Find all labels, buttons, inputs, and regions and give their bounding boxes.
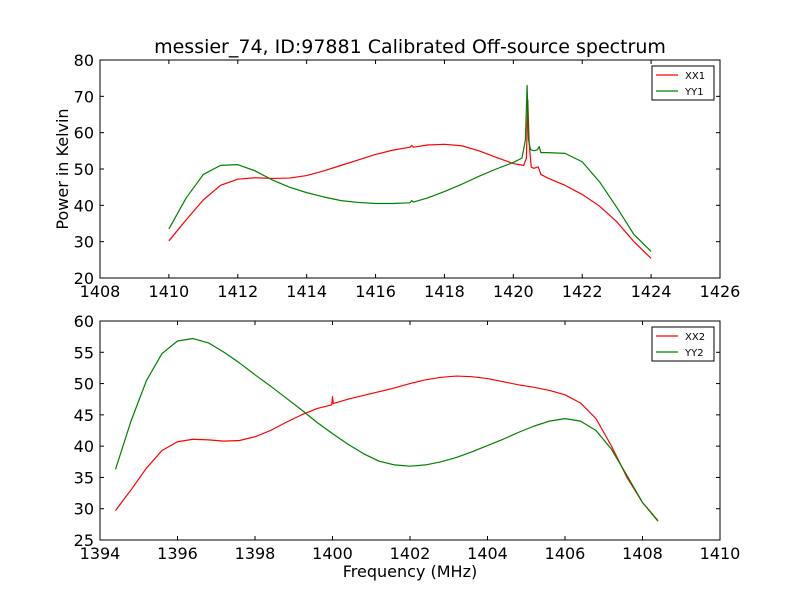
- x-tick-label: 1410: [149, 282, 190, 301]
- y-tick-label: 50: [74, 160, 94, 179]
- bottom-panel: 1394 1396 1398 1400 1402 1404 1406 1408 1410 25 30…: [74, 312, 741, 581]
- x-tick-label: 1420: [493, 282, 534, 301]
- y-tick-label: 45: [74, 406, 94, 425]
- y-tick-label: 55: [74, 343, 94, 362]
- x-tick-label: 1408: [622, 544, 663, 563]
- y-tick-label: 25: [74, 531, 94, 550]
- x-tick-label: 1394: [80, 544, 121, 563]
- chart-title: messier_74, ID:97881 Calibrated Off-sour…: [154, 36, 666, 58]
- y-tick-label: 50: [74, 375, 94, 394]
- x-tick-label: 1408: [80, 282, 121, 301]
- legend-label-yy2: YY2: [684, 348, 704, 359]
- x-tick-label: 1418: [424, 282, 465, 301]
- y-axis-label: Power in Kelvin: [53, 108, 72, 229]
- x-tick-label: 1406: [545, 544, 586, 563]
- series-group: [168, 84, 652, 259]
- top-panel: 1408 1410 1412 1414 1416 1418 1420 1422 1424 1426…: [53, 51, 740, 301]
- x-tick-label: 1424: [631, 282, 672, 301]
- series-line-xx1: [168, 99, 652, 259]
- y-tick-label: 70: [74, 87, 94, 106]
- y-tick-label: 60: [74, 124, 94, 143]
- legend-box: [651, 65, 715, 101]
- x-tick-label: 1426: [700, 282, 741, 301]
- y-tick-label: 40: [74, 196, 94, 215]
- legend-box: [651, 326, 715, 362]
- series-line-xx2: [115, 375, 659, 522]
- x-tick-label: 1402: [390, 544, 431, 563]
- series-line-yy1: [168, 84, 652, 252]
- legend-label-xx2: XX2: [685, 332, 705, 343]
- x-tick-label: 1398: [235, 544, 276, 563]
- legend-label-xx1: XX1: [685, 71, 705, 82]
- y-tick-label: 40: [74, 437, 94, 456]
- y-tick-label: 30: [74, 233, 94, 252]
- y-tick-label: 80: [74, 51, 94, 70]
- y-tick-label: 60: [74, 312, 94, 331]
- x-axis-label: Frequency (MHz): [343, 562, 477, 581]
- series-group: [114, 337, 659, 522]
- x-tick-label: 1396: [157, 544, 198, 563]
- y-tick-label: 30: [74, 500, 94, 519]
- x-tick-label: 1412: [217, 282, 258, 301]
- x-tick-label: 1414: [286, 282, 327, 301]
- y-tick-label: 35: [74, 468, 94, 487]
- x-tick-label: 1416: [355, 282, 396, 301]
- x-tick-label: 1410: [700, 544, 741, 563]
- y-tick-label: 20: [74, 269, 94, 288]
- x-tick-label: 1404: [467, 544, 508, 563]
- x-tick-label: 1422: [562, 282, 603, 301]
- x-tick-label: 1400: [312, 544, 353, 563]
- series-line-yy2: [114, 337, 659, 521]
- legend-label-yy1: YY1: [684, 87, 704, 98]
